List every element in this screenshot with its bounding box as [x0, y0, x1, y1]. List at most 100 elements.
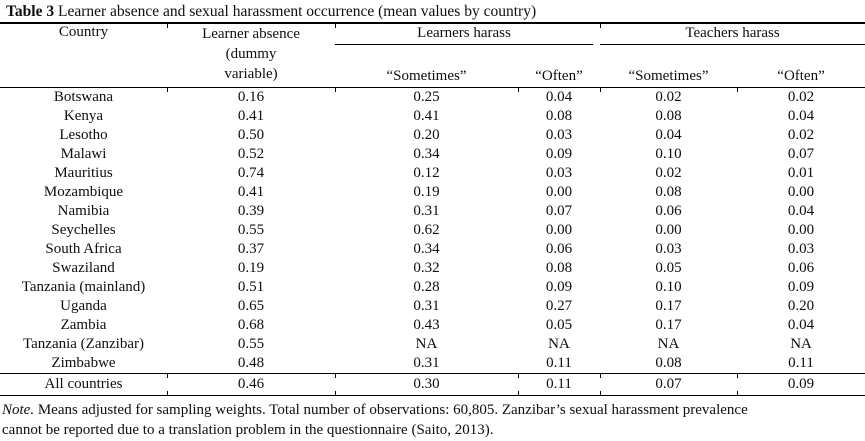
cell-learners-often: 0.06: [545, 241, 573, 257]
cell-absence: 0.16: [167, 87, 335, 107]
cell-teachers-sometimes: 0.02: [655, 165, 682, 181]
cell-absence: 0.55: [237, 222, 265, 238]
cell-absence: 0.50: [237, 127, 265, 143]
note-line1: Note. Means adjusted for sampling weight…: [2, 400, 863, 420]
cell-country: Mauritius: [54, 165, 113, 181]
cell-teachers-sometimes: 0.00: [655, 222, 682, 238]
cell-country: Kenya: [63, 108, 104, 124]
cell-learners-sometimes: 0.43: [413, 317, 440, 333]
cell-learners-often: NA: [548, 336, 570, 352]
cell-teachers-often: 0.03: [787, 241, 815, 257]
cell-teachers-often: NA: [790, 336, 812, 352]
cell-learners-sometimes: 0.19: [413, 184, 440, 200]
cell-teachers-often: 0.20: [787, 298, 815, 314]
cell-learners-sometimes: 0.41: [413, 108, 440, 124]
cell-absence: 0.51: [237, 279, 265, 295]
header-teachers-sometimes: “Sometimes”: [628, 68, 709, 84]
cell-teachers-sometimes-total: 0.07: [600, 373, 738, 396]
cell-learners-often: 0.03: [545, 127, 573, 143]
cell-learners-sometimes: 0.31: [413, 203, 440, 219]
table-row: Malawi 0.52 0.34 0.09 0.10 0.07: [0, 145, 865, 164]
cell-learners-sometimes: 0.34: [413, 241, 440, 257]
cell-country: Mozambique: [43, 184, 124, 200]
cell-absence-total: 0.46: [167, 373, 335, 396]
cell-teachers-often: 0.11: [788, 355, 814, 371]
header-learner-absence-line3: variable): [224, 66, 278, 82]
table-row: Swaziland 0.19 0.32 0.08 0.05 0.06: [0, 259, 865, 278]
table-total-row: All countries 0.46 0.30 0.11 0.07 0.09: [0, 373, 865, 396]
cell-country: Namibia: [57, 203, 110, 219]
cell-learners-often: 0.08: [545, 108, 573, 124]
cell-teachers-often: 0.06: [787, 260, 815, 276]
header-country: Country: [58, 24, 109, 40]
cell-teachers-often: 0.04: [787, 317, 815, 333]
header-learner-absence: Learner absence (dummy variable): [167, 24, 335, 88]
cell-country: Malawi: [60, 146, 107, 162]
table-row: Kenya 0.41 0.41 0.08 0.08 0.04: [0, 107, 865, 126]
cell-teachers-often: 0.09: [787, 279, 815, 295]
note-label: Note.: [2, 402, 35, 418]
table-row: Namibia 0.39 0.31 0.07 0.06 0.04: [0, 202, 865, 221]
cell-learners-sometimes: 0.31: [413, 355, 440, 371]
cell-teachers-often: 0.02: [787, 127, 815, 143]
cell-absence: 0.55: [237, 336, 265, 352]
cell-teachers-sometimes: 0.17: [655, 298, 682, 314]
cell-absence: 0.41: [237, 108, 265, 124]
table-row: Seychelles 0.55 0.62 0.00 0.00 0.00: [0, 221, 865, 240]
table-row: Tanzania (mainland) 0.51 0.28 0.09 0.10 …: [0, 278, 865, 297]
cell-teachers-sometimes: 0.03: [655, 241, 682, 257]
table-row: Uganda 0.65 0.31 0.27 0.17 0.20: [0, 297, 865, 316]
cell-absence: 0.41: [237, 184, 265, 200]
cell-learners-sometimes: 0.62: [413, 222, 440, 238]
cell-learners-sometimes: 0.25: [335, 87, 518, 107]
cell-learners-often: 0.08: [545, 260, 573, 276]
cell-absence: 0.48: [237, 355, 265, 371]
cell-absence: 0.65: [237, 298, 265, 314]
cell-teachers-sometimes: 0.10: [655, 146, 682, 162]
table-title-number: Table 3: [6, 3, 55, 20]
cell-teachers-often: 0.00: [787, 222, 815, 238]
cell-teachers-sometimes: 0.08: [655, 355, 682, 371]
cell-learners-sometimes-total: 0.30: [335, 373, 518, 396]
cell-teachers-sometimes: 0.08: [655, 184, 682, 200]
table-title: Table 3 Learner absence and sexual haras…: [0, 0, 865, 24]
header-group-teachers-harass-label: Teachers harass: [600, 24, 865, 45]
cell-learners-often: 0.03: [545, 165, 573, 181]
cell-teachers-sometimes: 0.08: [655, 108, 682, 124]
header-learners-often: “Often”: [535, 68, 583, 84]
header-learner-absence-line2: (dummy: [225, 46, 277, 62]
cell-absence: 0.68: [237, 317, 265, 333]
header-group-teachers-harass: Teachers harass: [600, 24, 865, 45]
cell-teachers-sometimes: 0.10: [655, 279, 682, 295]
cell-learners-often: 0.00: [545, 184, 573, 200]
cell-learners-often: 0.05: [545, 317, 573, 333]
cell-country: Lesotho: [59, 127, 108, 143]
cell-teachers-sometimes: 0.04: [655, 127, 682, 143]
cell-learners-sometimes: 0.32: [413, 260, 440, 276]
cell-country: Botswana: [0, 87, 167, 107]
header-learner-absence-line1: Learner absence: [202, 26, 300, 42]
cell-learners-often: 0.07: [545, 203, 573, 219]
cell-teachers-often: 0.04: [787, 108, 815, 124]
cell-teachers-sometimes: 0.06: [655, 203, 682, 219]
note-line1-text: Means adjusted for sampling weights. Tot…: [34, 402, 748, 418]
table-row: South Africa 0.37 0.34 0.06 0.03 0.03: [0, 240, 865, 259]
cell-learners-often: 0.09: [545, 279, 573, 295]
table-title-text: Learner absence and sexual harassment oc…: [54, 3, 537, 20]
cell-teachers-often: 0.01: [787, 165, 815, 181]
cell-learners-sometimes: 0.28: [413, 279, 440, 295]
cell-country: Tanzania (Zanzibar): [23, 336, 144, 352]
cell-learners-often-total: 0.11: [518, 373, 601, 396]
header-teachers-often: “Often”: [777, 68, 825, 84]
table-row: Zimbabwe 0.48 0.31 0.11 0.08 0.11: [0, 354, 865, 374]
data-table: Country Learner absence (dummy variable)…: [0, 24, 865, 396]
cell-teachers-sometimes: NA: [657, 336, 680, 352]
cell-country: Seychelles: [51, 222, 116, 238]
cell-teachers-sometimes: 0.05: [655, 260, 682, 276]
cell-country: Swaziland: [52, 260, 115, 276]
cell-country: Zimbabwe: [51, 355, 116, 371]
cell-teachers-often: 0.00: [787, 184, 815, 200]
cell-teachers-sometimes: 0.17: [655, 317, 682, 333]
table-header-row-sub: “Sometimes” “Often” “Sometimes” “Often”: [0, 45, 865, 88]
